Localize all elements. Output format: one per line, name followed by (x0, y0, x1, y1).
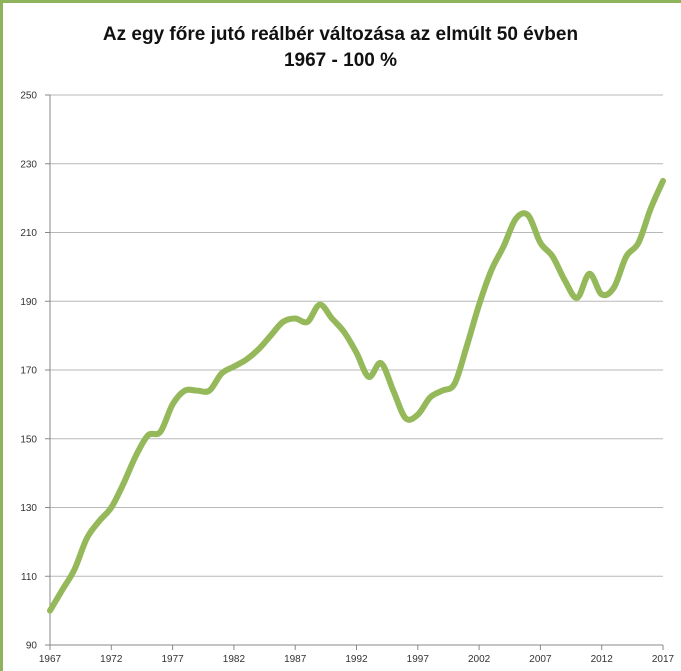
chart-title-block: Az egy főre jutó reálbér változása az el… (0, 22, 681, 74)
x-tick-label-2017: 2017 (652, 654, 675, 665)
y-tick-label-210: 210 (20, 228, 37, 239)
chart-subtitle: 1967 - 100 % (283, 50, 398, 71)
x-tick-label-2012: 2012 (591, 654, 614, 665)
series-line-0 (47, 177, 666, 614)
x-tick-label-1997: 1997 (407, 654, 430, 665)
y-tick-label-190: 190 (20, 297, 37, 308)
y-tick-label-170: 170 (20, 366, 37, 377)
y-tick-label-230: 230 (20, 159, 37, 170)
x-tick-label-1967: 1967 (39, 654, 62, 665)
y-tick-label-90: 90 (26, 641, 38, 652)
x-tick-label-1992: 1992 (345, 654, 368, 665)
x-tick-label-1972: 1972 (100, 654, 123, 665)
x-tick-label-1982: 1982 (223, 654, 246, 665)
y-tick-label-110: 110 (21, 572, 37, 583)
y-tick-label-250: 250 (20, 91, 37, 102)
x-tick-label-2007: 2007 (529, 654, 552, 665)
x-tick-label-1977: 1977 (161, 654, 184, 665)
chart-title: Az egy főre jutó reálbér változása az el… (102, 24, 579, 45)
y-tick-label-130: 130 (20, 503, 37, 514)
x-tick-label-1987: 1987 (284, 654, 307, 665)
x-tick-label-2002: 2002 (468, 654, 491, 665)
y-tick-label-150: 150 (20, 434, 37, 445)
